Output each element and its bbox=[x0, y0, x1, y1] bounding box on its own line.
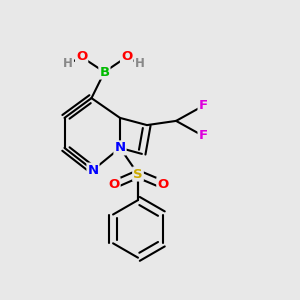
Text: F: F bbox=[199, 129, 208, 142]
Text: F: F bbox=[199, 99, 208, 112]
Text: N: N bbox=[114, 141, 126, 154]
Text: H: H bbox=[135, 57, 144, 70]
Text: S: S bbox=[133, 167, 143, 181]
Text: B: B bbox=[99, 65, 110, 79]
Text: O: O bbox=[121, 50, 132, 64]
Text: O: O bbox=[76, 50, 87, 64]
Text: H: H bbox=[63, 57, 73, 70]
Text: N: N bbox=[87, 164, 99, 177]
Text: O: O bbox=[108, 178, 120, 191]
Text: O: O bbox=[157, 178, 169, 191]
